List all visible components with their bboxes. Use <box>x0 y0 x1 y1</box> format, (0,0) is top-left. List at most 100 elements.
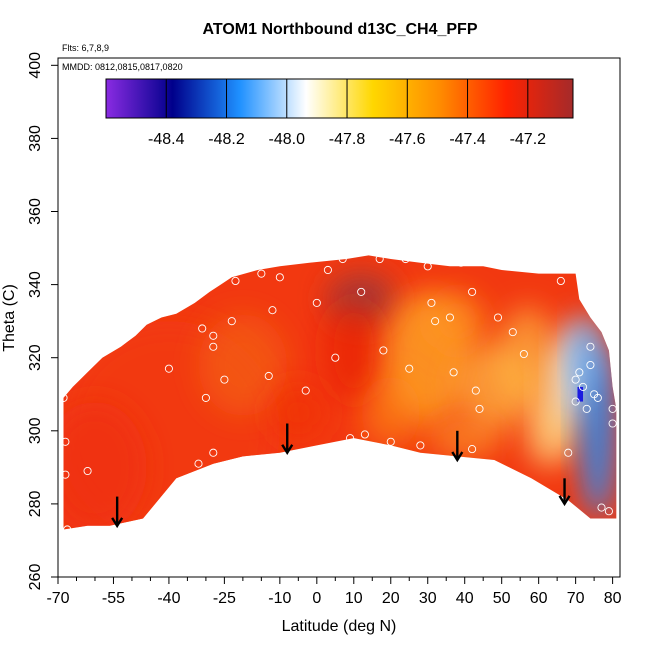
sample-point <box>416 441 425 450</box>
y-tick-label: 360 <box>27 198 44 225</box>
sample-point <box>357 287 366 296</box>
dates-label: MMDD: 0812,0815,0817,0820 <box>62 62 183 72</box>
heatmap-region <box>324 299 384 402</box>
sample-point <box>209 448 218 457</box>
sample-point <box>556 276 565 286</box>
heatmap-region <box>427 291 487 351</box>
x-axis: -70 -55 -40 -25 -10 0 10 20 30 40 50 60 70 80 <box>46 577 622 607</box>
sample-point <box>198 324 207 333</box>
heatmap-region <box>427 416 502 461</box>
down-arrow <box>111 496 124 529</box>
sample-point <box>571 375 580 384</box>
colorbar-tick-label: -47.2 <box>510 131 547 148</box>
sample-point <box>268 306 277 315</box>
sample-point <box>220 375 229 384</box>
y-tick-label: 300 <box>27 417 44 444</box>
sample-point <box>468 287 477 296</box>
sample-point <box>449 368 458 377</box>
sample-point <box>264 371 273 381</box>
heatmap-region <box>198 313 288 417</box>
sample-points <box>59 254 625 538</box>
sample-point <box>257 269 266 278</box>
sample-point <box>471 386 480 395</box>
x-tick-label: 30 <box>419 590 437 607</box>
sample-point <box>323 265 332 275</box>
x-tick-label: 0 <box>312 590 321 607</box>
y-axis-label: Theta (C) <box>1 284 18 352</box>
sample-point <box>582 404 591 413</box>
sample-point <box>593 393 602 402</box>
y-tick-label: 320 <box>27 344 44 371</box>
colorbar-tick-label: -48.0 <box>269 131 306 148</box>
sample-point <box>608 404 617 413</box>
sample-point <box>312 298 321 307</box>
sample-point <box>604 507 613 516</box>
sample-point <box>386 437 395 446</box>
sample-point <box>586 342 595 351</box>
heatmap-cell <box>577 386 584 402</box>
sample-point <box>468 445 477 454</box>
sample-point <box>571 397 580 406</box>
sample-point <box>301 386 310 395</box>
sample-point <box>83 466 92 476</box>
sample-point <box>275 273 284 282</box>
sample-point <box>59 393 68 402</box>
sample-point <box>456 258 466 267</box>
flight-direction-arrows <box>111 423 571 529</box>
heatmap-region <box>497 306 558 409</box>
sample-point <box>83 529 92 538</box>
y-tick-label: 260 <box>27 564 44 591</box>
heatmap-region <box>63 401 147 530</box>
plot-frame <box>57 57 621 578</box>
sample-point <box>508 328 517 337</box>
x-tick-label: 80 <box>604 590 622 607</box>
sample-point <box>475 404 484 413</box>
colorbar: -48.4 -48.2 -48.0 -47.8 -47.6 -47.4 -47.2 <box>105 78 574 148</box>
heatmap-region <box>579 343 617 519</box>
sample-point <box>375 254 384 264</box>
y-tick-label: 280 <box>27 490 44 517</box>
sample-point <box>63 525 72 534</box>
sample-point <box>427 298 436 307</box>
x-tick-label: 50 <box>493 590 511 607</box>
heatmap-region <box>361 375 421 450</box>
sample-point <box>360 430 369 439</box>
sample-point <box>61 470 70 479</box>
down-arrow <box>558 478 571 507</box>
x-tick-label: -55 <box>102 590 125 607</box>
sample-point <box>493 313 503 322</box>
sample-point <box>578 382 588 391</box>
down-arrow <box>451 430 464 463</box>
sample-point <box>431 317 440 326</box>
x-tick-label: 40 <box>456 590 474 607</box>
colorbar-tick-label: -48.4 <box>148 131 185 148</box>
sample-point <box>445 313 454 322</box>
x-tick-label: -70 <box>46 590 69 607</box>
sample-point <box>401 254 410 264</box>
y-axis: 260 280 300 320 340 360 380 400 <box>27 52 58 590</box>
sample-point <box>379 346 388 355</box>
x-tick-label: 60 <box>530 590 548 607</box>
heatmap-region <box>268 383 328 442</box>
sample-point <box>164 364 173 373</box>
x-tick-label: 10 <box>345 590 363 607</box>
sample-point <box>331 353 340 362</box>
x-tick-label: -10 <box>268 590 291 607</box>
sample-point <box>227 317 236 326</box>
sample-point <box>586 360 595 370</box>
sample-point <box>338 254 347 264</box>
x-tick-label: 70 <box>567 590 585 607</box>
colorbar-gradient <box>105 78 574 119</box>
sample-point <box>423 262 432 271</box>
down-arrow <box>281 423 294 455</box>
sample-point <box>575 368 584 377</box>
y-tick-label: 340 <box>27 271 44 298</box>
colorbar-ticks: -48.4 -48.2 -48.0 -47.8 -47.6 -47.4 -47.2 <box>148 79 546 148</box>
sample-point <box>405 364 414 373</box>
x-tick-label: -40 <box>157 590 180 607</box>
sample-point <box>209 331 218 340</box>
sample-point <box>61 437 70 446</box>
sample-point <box>201 393 210 402</box>
sample-point <box>231 276 240 286</box>
